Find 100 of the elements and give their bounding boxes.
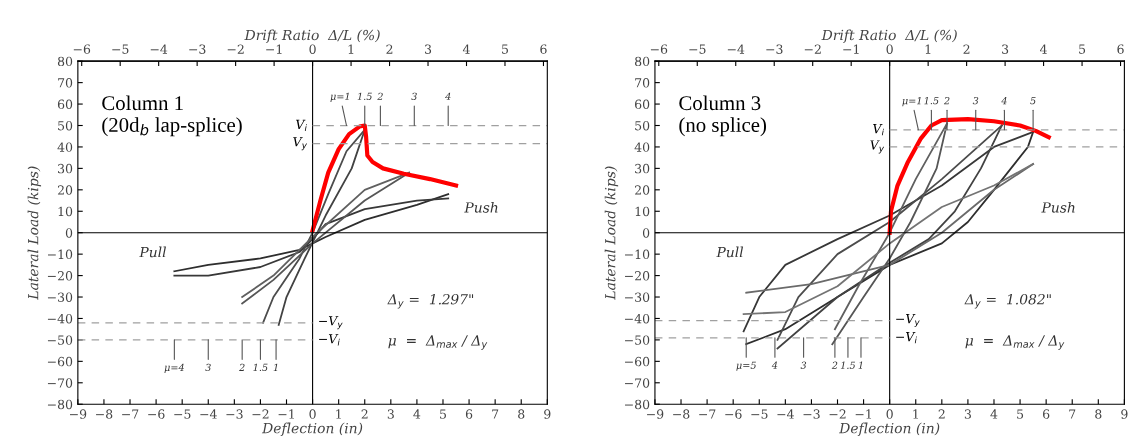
annotation: μ=1 [902,96,921,107]
x-tick-label: −7 [699,409,716,419]
x-tick-label: 4 [413,409,421,419]
annotation: 5 [1030,97,1036,105]
annotation: 1 [273,363,278,371]
x2-tick-label: −4 [727,44,745,54]
annotation: Push [464,201,498,213]
annotation: μ = Δ$_{max}$ / Δ$_{y}$ [388,335,488,350]
annotation: 3 [800,361,807,369]
y-tick-label: 10 [58,206,73,217]
annotation: 4 [771,361,778,369]
y-tick-label: −50 [47,335,73,345]
y-tick-label: −60 [47,356,73,367]
x-tick-label: 8 [518,409,525,419]
annotation: 4 [1001,96,1007,105]
x2-tick-label: 5 [1079,44,1086,54]
x-tick-label: 4 [990,409,998,419]
x2-tick-label: 5 [502,44,508,54]
x2-tick-label: 4 [462,44,470,54]
x2-tick-label: −1 [843,44,859,54]
x2-tick-label: 0 [886,44,893,54]
annotation: 1.5 [253,363,268,372]
y-tick-label: 0 [65,228,73,238]
x-tick-label: 2 [361,409,368,419]
y-tick-label: −70 [625,378,650,388]
x-tick-label: 0 [309,409,316,419]
y-tick-label: 40 [634,142,650,152]
x2-tick-label: −5 [689,44,706,54]
x-axis-title: Deflection (in) [261,422,363,437]
x-tick-label: −3 [803,409,820,419]
x-tick-label: 2 [938,409,945,419]
x-tick-label: 7 [492,409,499,419]
annotation: Pull [716,246,744,258]
y-axis-title: Lateral Load (kips) [604,166,619,300]
x-tick-label: −1 [855,409,872,419]
y-tick-label: −40 [47,313,73,324]
annotation: 3 [972,96,979,105]
x-tick-label: 9 [1121,409,1128,419]
annotation: 1 [858,361,863,369]
x2-tick-label: 2 [963,44,970,54]
annotation: 4 [445,92,451,100]
text: Column 3 (no splice) [679,95,767,137]
x2-tick-label: 1 [925,44,931,54]
y-tick-label: −10 [625,249,650,260]
y-tick-label: −20 [625,271,650,281]
x-tick-label: 6 [1043,409,1050,419]
x2-tick-label: 6 [540,44,547,54]
y-tick-label: −80 [47,399,73,410]
y-tick-label: 30 [635,163,650,174]
x2-tick-label: 3 [1002,44,1009,54]
y-tick-label: 30 [58,163,73,174]
y-tick-label: −70 [47,378,73,388]
x-tick-label: −2 [829,409,846,419]
y-tick-label: 70 [58,78,73,88]
annotation: 3 [411,92,417,101]
x2-tick-label: −3 [766,44,783,54]
x-tick-label: −9 [647,409,664,419]
ref-line-label: V$_{y}$ [870,140,885,154]
x2-tick-label: 6 [1117,44,1124,54]
x-tick-label: 6 [465,409,473,419]
annotation: 2 [831,361,838,369]
x2-tick-label: −4 [150,44,168,54]
x-tick-label: 7 [1069,409,1076,419]
text: Column 1 (20d$_{b}$ lap-splice) [102,95,242,137]
annotation: μ=4 [164,363,184,373]
x2-tick-label: 3 [425,44,432,54]
x-tick-label: −2 [252,409,269,419]
x-tick-label: 3 [387,409,394,419]
y-tick-label: 50 [58,120,73,131]
ref-line-label: V$_{i}$ [873,124,884,136]
y-tick-label: −50 [625,335,650,345]
y-tick-label: 0 [642,228,650,238]
x2-tick-label: 0 [309,44,316,54]
x2-tick-label: −3 [189,44,206,54]
y-tick-label: 20 [635,185,650,195]
x2-axis-title: Drift Ratio Δ/L (%) [821,29,957,43]
y-tick-label: 60 [57,99,73,109]
x-tick-label: −3 [226,409,243,419]
annotation: Pull [139,246,166,258]
x-tick-label: 5 [1017,409,1024,419]
x-tick-label: −8 [96,409,113,419]
x-tick-label: −5 [174,409,191,419]
x2-tick-label: 2 [386,44,393,54]
x-tick-label: −4 [777,409,794,419]
x-tick-label: 3 [964,409,971,419]
y-tick-label: −30 [47,292,73,302]
y-tick-label: −40 [625,313,650,324]
ref-line-label: V$_{y}$ [293,137,308,151]
y-tick-label: −60 [625,356,650,367]
annotation: μ=5 [736,361,756,371]
y-tick-label: −10 [47,249,73,260]
x2-axis-title: Drift Ratio Δ/L (%) [244,29,380,43]
annotation: 2 [943,96,950,105]
y-tick-label: −80 [625,399,650,410]
x2-tick-label: −1 [266,44,282,54]
annotation: Δ$_{y}$ = 1.082" [964,293,1051,309]
y-tick-label: −20 [47,271,73,281]
annotation: Push [1041,201,1075,213]
x-tick-label: −1 [278,409,294,419]
x-tick-label: 1 [336,409,341,419]
